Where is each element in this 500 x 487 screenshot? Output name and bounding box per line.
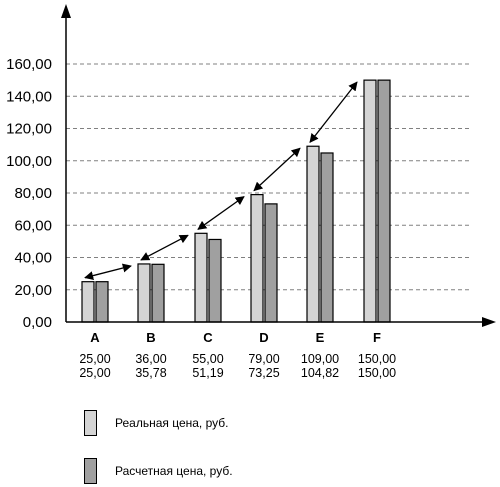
category-label-c: C — [203, 330, 213, 345]
category-label-e: E — [316, 330, 325, 345]
y-tick-label-8: 160,00 — [6, 56, 52, 73]
bar-real-f — [363, 79, 377, 323]
grid-lines — [66, 63, 470, 291]
bar-estimated-e — [320, 152, 334, 323]
bar-estimated-d — [264, 203, 278, 323]
trend-arrow-1 — [84, 263, 132, 281]
value-label-real-c: 55,00 — [192, 352, 223, 366]
legend-item-estimated-price: Расчетная цена, руб. — [84, 458, 233, 484]
y-tick-label-3: 60,00 — [14, 217, 52, 234]
x-axis-arrowhead — [482, 317, 496, 327]
y-tick-label-2: 40,00 — [14, 250, 52, 267]
legend-swatch-estimated-price — [84, 458, 97, 484]
labels: 0,00 20,00 40,00 60,00 80,00 100,00 120,00 140,… — [6, 56, 396, 380]
bar-real-e — [306, 145, 320, 323]
legend-item-real-price: Реальная цена, руб. — [84, 410, 228, 436]
category-label-f: F — [373, 330, 381, 345]
bar-real-c — [194, 232, 208, 323]
value-label-estimated-e: 104,82 — [301, 366, 339, 380]
y-tick-label-6: 120,00 — [6, 121, 52, 138]
bar-estimated-b — [151, 263, 165, 323]
category-label-d: D — [259, 330, 268, 345]
value-label-real-b: 36,00 — [135, 352, 166, 366]
value-label-estimated-b: 35,78 — [135, 366, 166, 380]
value-label-real-a: 25,00 — [79, 352, 110, 366]
bar-estimated-c — [208, 238, 222, 323]
value-label-estimated-f: 150,00 — [358, 366, 396, 380]
y-tick-label-7: 140,00 — [6, 88, 52, 105]
trend-arrow-4 — [253, 147, 301, 192]
axes — [61, 4, 496, 327]
value-label-real-d: 79,00 — [248, 352, 279, 366]
value-label-estimated-c: 51,19 — [192, 366, 223, 380]
legend-label-real-price: Реальная цена, руб. — [115, 416, 229, 430]
bar-real-d — [250, 194, 264, 323]
bars — [81, 79, 391, 323]
y-axis-arrowhead — [61, 4, 71, 18]
category-label-b: B — [146, 330, 155, 345]
trend-arrows — [84, 81, 358, 281]
bar-estimated-f — [377, 79, 391, 323]
value-label-estimated-d: 73,25 — [248, 366, 279, 380]
trend-arrow-2 — [140, 234, 189, 261]
legend-label-estimated-price: Расчетная цена, руб. — [115, 464, 233, 478]
y-tick-label-0: 0,00 — [23, 314, 52, 331]
value-label-real-f: 150,00 — [358, 352, 396, 366]
trend-arrow-3 — [197, 196, 245, 230]
trend-arrow-5 — [309, 81, 358, 143]
bar-estimated-a — [95, 281, 109, 323]
bar-real-a — [81, 281, 95, 323]
y-tick-label-1: 20,00 — [14, 282, 52, 299]
category-label-a: A — [90, 330, 100, 345]
value-label-real-e: 109,00 — [301, 352, 339, 366]
y-tick-label-4: 80,00 — [14, 185, 52, 202]
value-label-estimated-a: 25,00 — [79, 366, 110, 380]
bar-real-b — [137, 263, 151, 323]
legend-swatch-real-price — [84, 410, 97, 436]
y-tick-label-5: 100,00 — [6, 153, 52, 170]
